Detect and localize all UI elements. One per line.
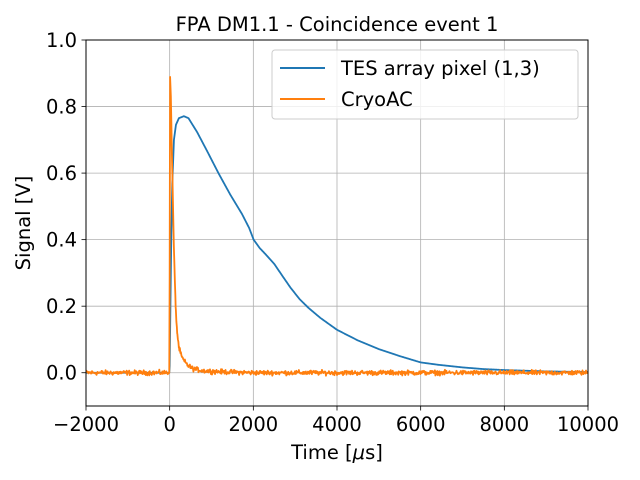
x-tick-label: 4000 (312, 413, 362, 436)
legend-label-tes: TES array pixel (1,3) (340, 57, 540, 80)
y-tick-label: 0.0 (46, 362, 77, 385)
legend-box (271, 49, 579, 120)
x-axis: −2000 0 2000 4000 6000 8000 10000 (53, 406, 619, 436)
chart-title: FPA DM1.1 - Coincidence event 1 (176, 13, 499, 36)
x-axis-label-mu: μ (352, 441, 365, 464)
x-tick-label: 2000 (229, 413, 279, 436)
series-line-1 (86, 76, 588, 377)
y-axis: 0.0 0.2 0.4 0.6 0.8 1.0 (46, 29, 86, 385)
series-group (86, 76, 588, 377)
x-axis-label-suffix: s] (365, 441, 383, 464)
legend: TES array pixel (1,3) CryoAC (271, 49, 579, 120)
legend-label-cryoac: CryoAC (341, 88, 413, 111)
y-tick-label: 1.0 (46, 29, 77, 52)
x-axis-label: Time [μs] (290, 441, 383, 464)
y-tick-label: 0.8 (46, 96, 77, 119)
x-tick-label: 0 (163, 413, 175, 436)
y-tick-label: 0.2 (46, 295, 77, 318)
x-tick-label: 10000 (557, 413, 619, 436)
y-tick-label: 0.6 (46, 162, 77, 185)
x-tick-label: −2000 (53, 413, 119, 436)
x-tick-label: 8000 (480, 413, 530, 436)
series-line-0 (86, 115, 588, 374)
x-tick-label: 6000 (396, 413, 446, 436)
y-tick-label: 0.4 (46, 229, 77, 252)
x-axis-label-prefix: Time [ (290, 441, 353, 464)
y-axis-label: Signal [V] (12, 176, 35, 271)
